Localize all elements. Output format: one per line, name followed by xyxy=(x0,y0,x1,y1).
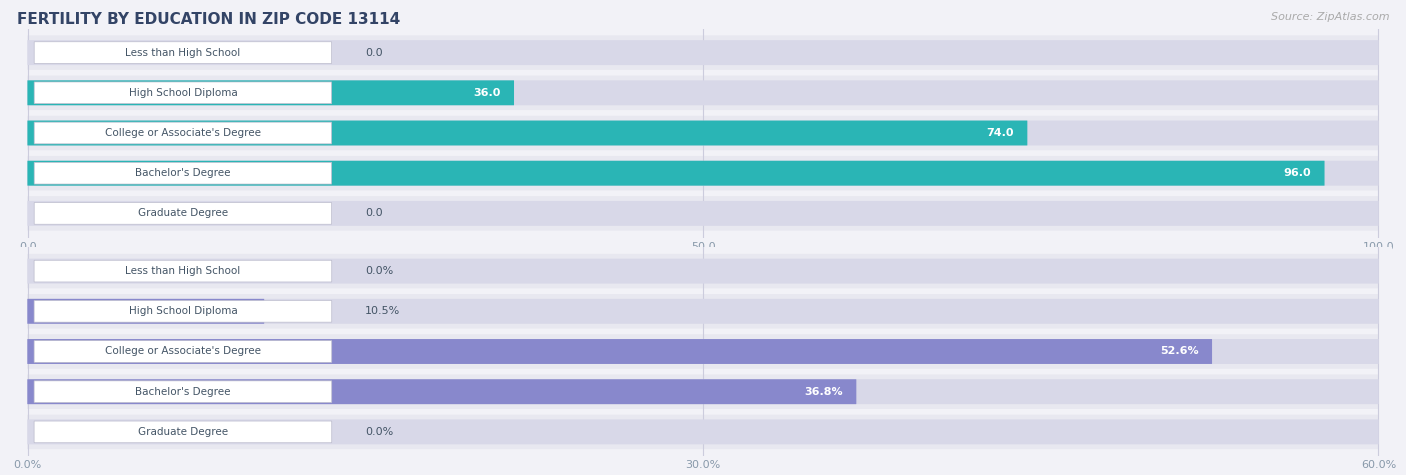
FancyBboxPatch shape xyxy=(34,421,332,443)
Text: Less than High School: Less than High School xyxy=(125,48,240,57)
FancyBboxPatch shape xyxy=(27,294,1379,329)
Text: Bachelor's Degree: Bachelor's Degree xyxy=(135,168,231,178)
FancyBboxPatch shape xyxy=(34,341,332,362)
FancyBboxPatch shape xyxy=(27,35,1379,70)
Text: 36.0: 36.0 xyxy=(472,88,501,98)
FancyBboxPatch shape xyxy=(27,334,1379,369)
Text: 0.0%: 0.0% xyxy=(366,266,394,276)
Text: 10.5%: 10.5% xyxy=(366,306,401,316)
FancyBboxPatch shape xyxy=(34,260,332,282)
FancyBboxPatch shape xyxy=(34,42,332,64)
FancyBboxPatch shape xyxy=(34,202,332,224)
Text: Source: ZipAtlas.com: Source: ZipAtlas.com xyxy=(1271,12,1389,22)
Text: High School Diploma: High School Diploma xyxy=(128,88,238,98)
Text: 96.0: 96.0 xyxy=(1284,168,1310,178)
Text: College or Associate's Degree: College or Associate's Degree xyxy=(105,128,262,138)
Text: High School Diploma: High School Diploma xyxy=(128,306,238,316)
FancyBboxPatch shape xyxy=(34,82,332,104)
Text: 74.0: 74.0 xyxy=(986,128,1014,138)
FancyBboxPatch shape xyxy=(27,299,264,324)
FancyBboxPatch shape xyxy=(28,80,1378,105)
FancyBboxPatch shape xyxy=(34,301,332,322)
Text: 0.0: 0.0 xyxy=(366,209,382,218)
Text: 0.0%: 0.0% xyxy=(366,427,394,437)
Text: Bachelor's Degree: Bachelor's Degree xyxy=(135,387,231,397)
Text: Graduate Degree: Graduate Degree xyxy=(138,209,228,218)
FancyBboxPatch shape xyxy=(28,80,515,105)
FancyBboxPatch shape xyxy=(27,339,1379,364)
FancyBboxPatch shape xyxy=(27,254,1379,288)
FancyBboxPatch shape xyxy=(27,76,1379,110)
Text: College or Associate's Degree: College or Associate's Degree xyxy=(105,346,262,357)
FancyBboxPatch shape xyxy=(27,196,1379,231)
FancyBboxPatch shape xyxy=(27,339,1212,364)
Text: 36.8%: 36.8% xyxy=(804,387,842,397)
FancyBboxPatch shape xyxy=(28,121,1028,145)
FancyBboxPatch shape xyxy=(27,116,1379,150)
FancyBboxPatch shape xyxy=(27,156,1379,190)
FancyBboxPatch shape xyxy=(34,122,332,144)
FancyBboxPatch shape xyxy=(27,374,1379,409)
Text: 52.6%: 52.6% xyxy=(1160,346,1198,357)
FancyBboxPatch shape xyxy=(27,379,1379,404)
Text: FERTILITY BY EDUCATION IN ZIP CODE 13114: FERTILITY BY EDUCATION IN ZIP CODE 13114 xyxy=(17,12,401,27)
FancyBboxPatch shape xyxy=(27,379,856,404)
FancyBboxPatch shape xyxy=(28,40,1378,65)
FancyBboxPatch shape xyxy=(27,419,1379,444)
FancyBboxPatch shape xyxy=(34,162,332,184)
FancyBboxPatch shape xyxy=(28,201,1378,226)
FancyBboxPatch shape xyxy=(28,121,1378,145)
Text: Less than High School: Less than High School xyxy=(125,266,240,276)
FancyBboxPatch shape xyxy=(27,259,1379,284)
FancyBboxPatch shape xyxy=(27,299,1379,324)
Text: 0.0: 0.0 xyxy=(366,48,382,57)
FancyBboxPatch shape xyxy=(28,161,1378,186)
FancyBboxPatch shape xyxy=(34,381,332,402)
FancyBboxPatch shape xyxy=(27,415,1379,449)
Text: Graduate Degree: Graduate Degree xyxy=(138,427,228,437)
FancyBboxPatch shape xyxy=(28,161,1324,186)
